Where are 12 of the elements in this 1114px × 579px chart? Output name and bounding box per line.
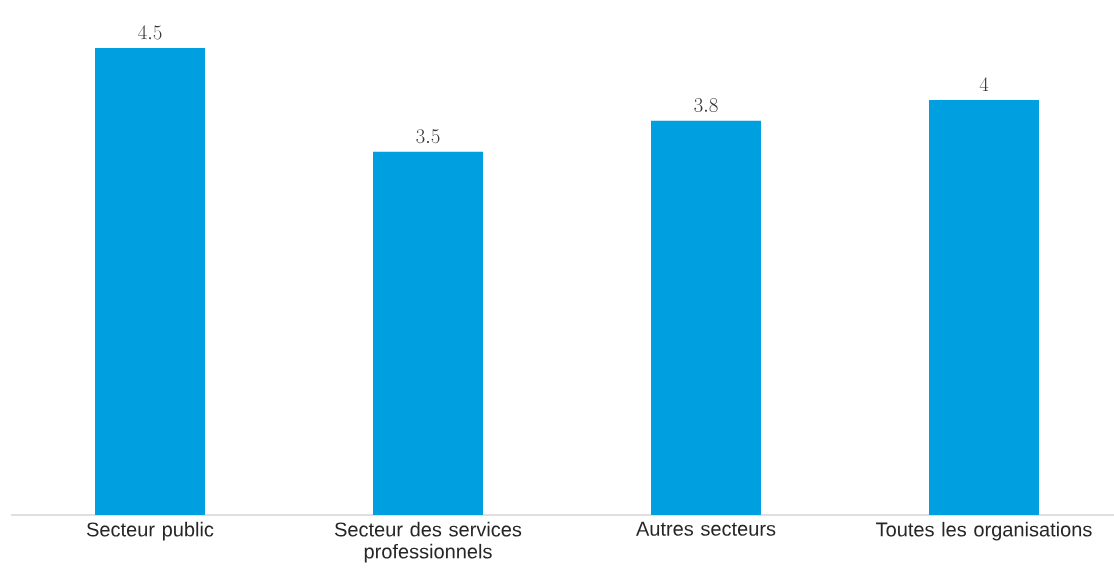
bar [373, 151, 484, 515]
x-tick-label: Secteur public [86, 521, 214, 541]
bar [651, 120, 762, 515]
data-label: 3.8 [694, 98, 718, 113]
data-label: 3.5 [416, 129, 440, 144]
data-label: 4 [979, 77, 989, 92]
bar [929, 99, 1040, 515]
x-tick-label: Toutes les organisations [876, 521, 1092, 541]
x-tick-label: Autres secteurs [636, 521, 776, 536]
x-tick-label: Secteur des services professionnels [334, 521, 522, 563]
bar [95, 48, 206, 515]
data-label: 4.5 [138, 25, 162, 40]
